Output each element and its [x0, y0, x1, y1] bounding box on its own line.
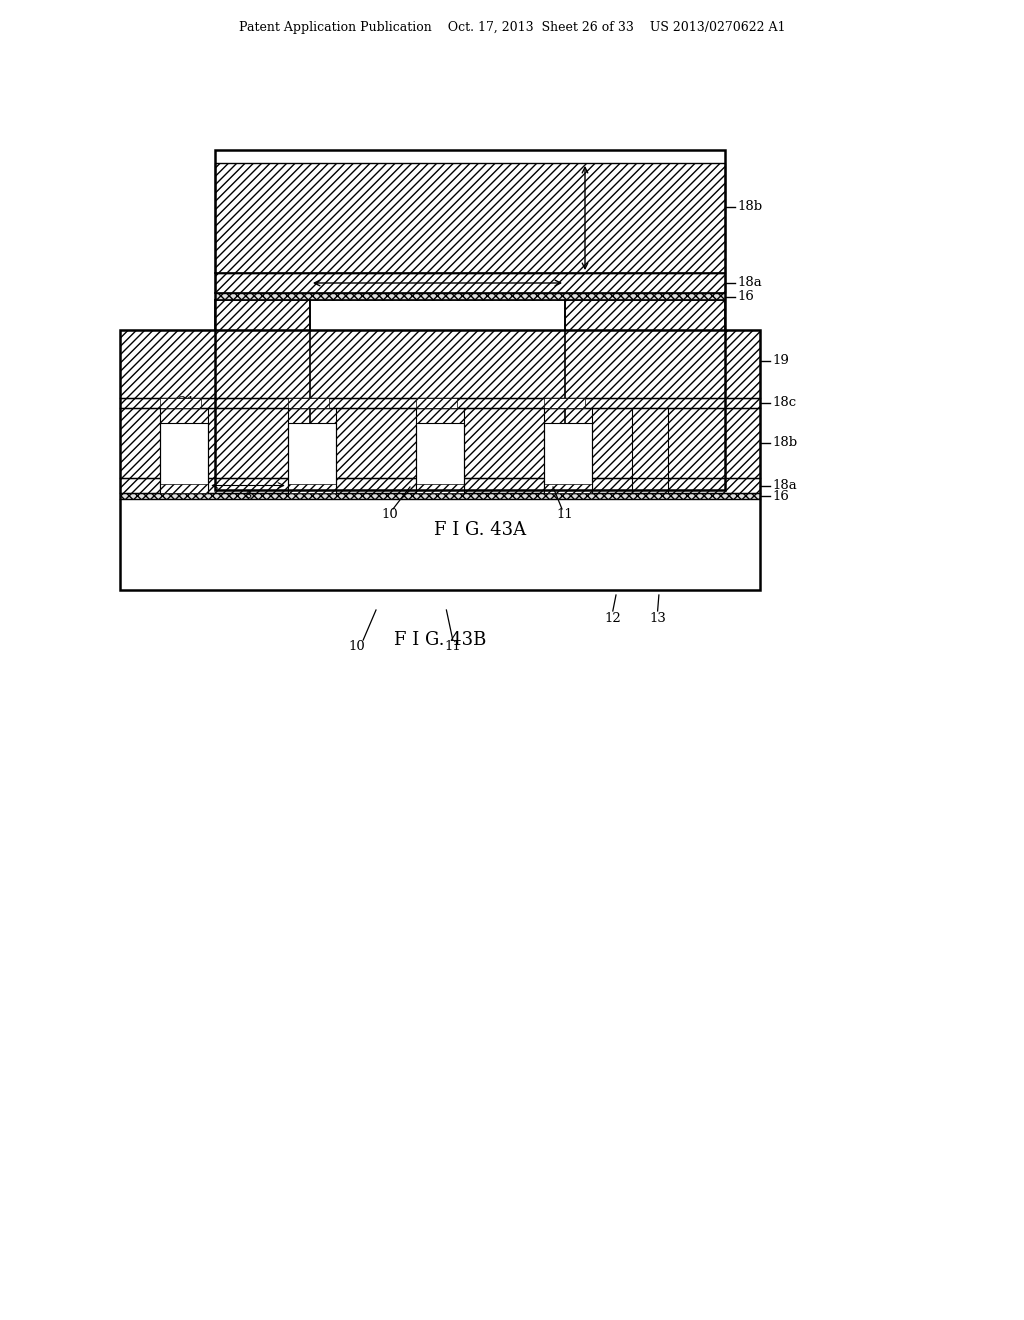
Bar [544, 399, 585, 408]
Bar [288, 399, 329, 408]
Text: 15: 15 [677, 469, 693, 482]
Bar [160, 422, 208, 492]
Bar [565, 300, 725, 451]
Bar [288, 422, 336, 492]
Text: 12: 12 [519, 334, 537, 346]
Bar [632, 408, 668, 492]
Text: 18a: 18a [772, 479, 797, 492]
Bar [120, 408, 760, 478]
Bar [120, 478, 760, 492]
Bar [160, 399, 201, 408]
Bar [310, 300, 565, 490]
Text: b: b [431, 264, 438, 277]
Text: 19: 19 [772, 354, 788, 367]
Bar [544, 484, 592, 492]
Bar [416, 399, 457, 408]
Bar [215, 293, 725, 300]
Text: 18c: 18c [772, 396, 796, 409]
Text: Patent Application Publication    Oct. 17, 2013  Sheet 26 of 33    US 2013/02706: Patent Application Publication Oct. 17, … [239, 21, 785, 33]
Text: s: s [245, 488, 251, 502]
Text: 16: 16 [772, 490, 788, 503]
Text: 18b: 18b [772, 437, 797, 450]
Bar [215, 150, 725, 490]
Text: 12: 12 [604, 611, 622, 624]
Bar [416, 484, 464, 492]
Bar [120, 492, 760, 499]
Text: b/2 or more: b/2 or more [590, 198, 660, 211]
Text: 11: 11 [444, 640, 461, 653]
Text: 17: 17 [311, 393, 329, 407]
Bar [215, 300, 310, 490]
Text: 16: 16 [737, 290, 754, 304]
Bar [215, 273, 725, 293]
Text: F I G. 43B: F I G. 43B [394, 631, 486, 649]
Bar [120, 330, 760, 399]
Text: F I G. 43A: F I G. 43A [434, 521, 526, 539]
Bar [416, 422, 464, 492]
Text: 18b: 18b [737, 201, 762, 214]
Bar [160, 484, 208, 492]
Text: 31: 31 [177, 396, 195, 409]
Bar [215, 162, 725, 273]
Text: 10: 10 [348, 640, 366, 653]
Bar [120, 330, 760, 590]
Bar [120, 399, 760, 408]
Text: 11: 11 [557, 508, 573, 521]
Bar [544, 422, 592, 492]
Bar [288, 484, 336, 492]
Text: 10: 10 [382, 508, 398, 521]
Bar [585, 451, 725, 490]
Text: 13: 13 [649, 611, 666, 624]
Text: 18a: 18a [737, 276, 762, 289]
Text: 13: 13 [554, 334, 570, 346]
